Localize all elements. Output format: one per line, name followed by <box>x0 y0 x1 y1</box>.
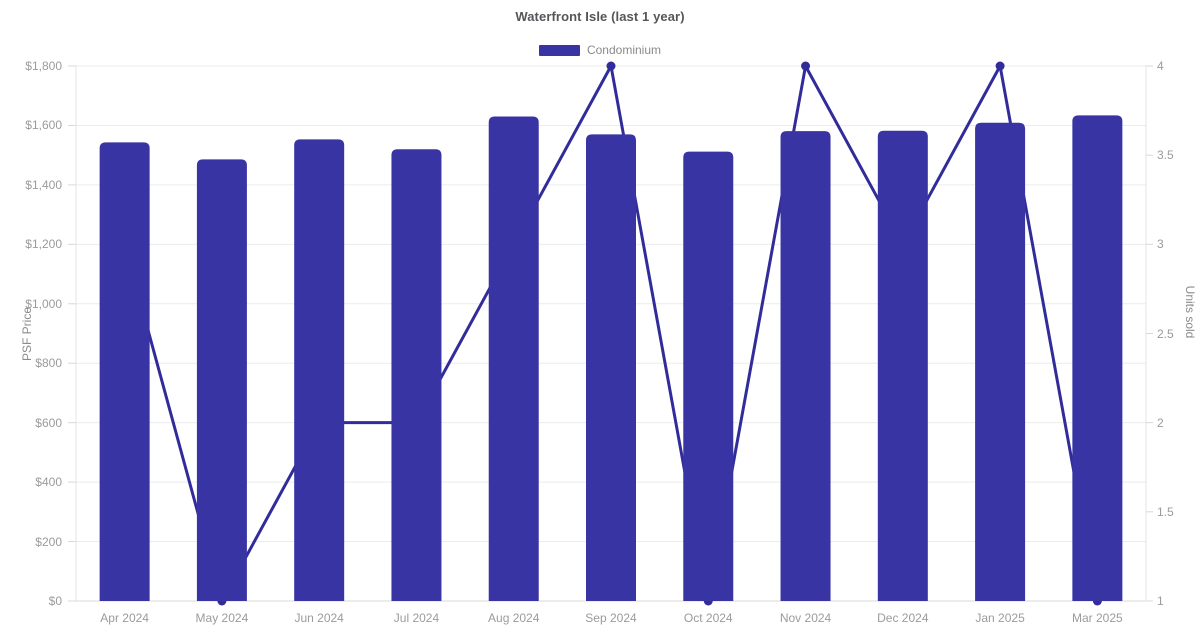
x-tick-label: May 2024 <box>195 611 249 625</box>
y-tick-label-left: $1,000 <box>25 296 62 311</box>
y-tick-label-right: 2 <box>1157 415 1164 430</box>
bar-mar-2025[interactable] <box>1072 115 1123 601</box>
y-tick-label-right: 3 <box>1157 237 1164 252</box>
y-tick-label-left: $400 <box>35 475 62 490</box>
x-tick-label: Jun 2024 <box>294 611 344 625</box>
y-tick-label-left: $800 <box>35 356 62 371</box>
bar-jan-2025[interactable] <box>975 122 1026 602</box>
chart-title: Waterfront Isle (last 1 year) <box>515 9 685 24</box>
x-tick-label: Mar 2025 <box>1072 611 1123 625</box>
y-tick-label-left: $1,200 <box>25 237 62 252</box>
x-tick-label: Nov 2024 <box>779 611 832 625</box>
x-tick-label: Oct 2024 <box>683 611 733 625</box>
bar-dec-2024[interactable] <box>877 130 928 602</box>
units-sold-point <box>995 61 1005 71</box>
legend-swatch <box>538 44 580 56</box>
bar-jul-2024[interactable] <box>391 149 442 601</box>
y-tick-label-left: $0 <box>48 594 62 608</box>
bar-nov-2024[interactable] <box>780 131 831 601</box>
y-tick-label-left: $1,800 <box>25 59 62 73</box>
y-tick-label-left: $200 <box>35 534 62 549</box>
units-sold-point <box>801 61 811 71</box>
y-tick-label-right: 1.5 <box>1157 504 1174 519</box>
bar-sep-2024[interactable] <box>586 134 636 601</box>
bar-apr-2024[interactable] <box>99 142 150 601</box>
y-tick-label-right: 2.5 <box>1157 326 1174 341</box>
bar-jun-2024[interactable] <box>294 139 345 602</box>
bar-may-2024[interactable] <box>196 159 247 602</box>
legend-label: Condominium <box>586 43 662 57</box>
x-tick-label: Aug 2024 <box>488 611 540 625</box>
x-tick-label: Dec 2024 <box>877 611 929 625</box>
legend-item-condominium[interactable]: Condominium <box>0 42 1200 58</box>
x-tick-label: Apr 2024 <box>100 611 149 625</box>
y-tick-label-right: 3.5 <box>1157 148 1174 163</box>
units-sold-point <box>606 61 616 71</box>
x-tick-label: Jul 2024 <box>393 611 440 625</box>
y-tick-label-left: $600 <box>35 415 62 430</box>
x-tick-label: Jan 2025 <box>975 611 1025 625</box>
y-tick-label-left: $1,600 <box>25 118 62 133</box>
bar-oct-2024[interactable] <box>683 151 734 601</box>
y-tick-label-right: 4 <box>1157 59 1164 73</box>
x-tick-label: Sep 2024 <box>585 611 637 625</box>
bar-aug-2024[interactable] <box>488 116 539 602</box>
y-tick-label-right: 1 <box>1157 594 1164 608</box>
y-tick-label-left: $1,400 <box>25 177 62 192</box>
